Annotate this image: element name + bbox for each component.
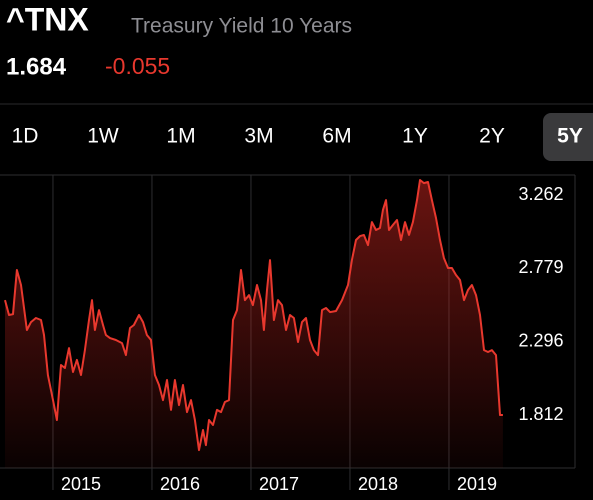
x-tick-label: 2016 — [160, 474, 200, 494]
area-fill — [5, 180, 503, 468]
range-button[interactable]: 3M — [244, 125, 273, 148]
range-selected-bg — [543, 113, 593, 161]
range-button[interactable]: 6M — [322, 125, 351, 148]
range-button[interactable]: 5Y — [557, 125, 583, 148]
symbol: ^TNX — [6, 1, 89, 37]
y-tick-label: 2.296 — [518, 331, 563, 351]
range-button[interactable]: 1Y — [402, 125, 428, 148]
price-line — [4, 179, 503, 452]
y-tick-label: 2.779 — [518, 257, 563, 277]
range-button[interactable]: 1M — [166, 125, 195, 148]
x-tick-label: 2015 — [61, 474, 101, 494]
range-button[interactable]: 1D — [12, 125, 39, 148]
price: 1.684 — [6, 53, 67, 80]
y-tick-label: 3.262 — [518, 184, 563, 204]
y-tick-label: 1.812 — [518, 404, 563, 424]
security-name: Treasury Yield 10 Years — [131, 15, 352, 38]
x-tick-label: 2017 — [259, 474, 299, 494]
x-tick-label: 2019 — [457, 474, 497, 494]
change: -0.055 — [105, 53, 170, 79]
x-tick-label: 2018 — [358, 474, 398, 494]
range-button[interactable]: 2Y — [479, 125, 505, 148]
range-button[interactable]: 1W — [87, 125, 119, 148]
